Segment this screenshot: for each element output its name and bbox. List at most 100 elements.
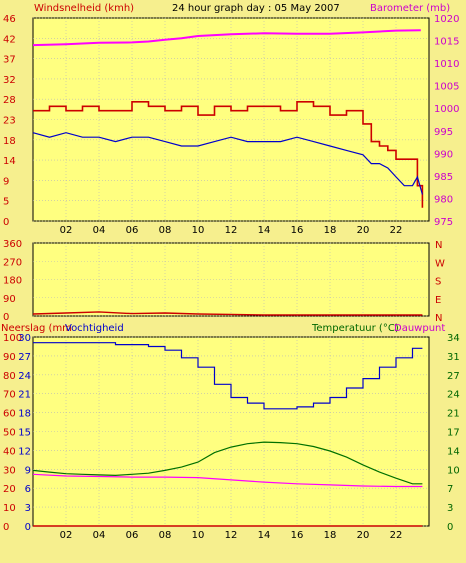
x-tick-label-top: 22: [390, 225, 403, 236]
x-tick-label-top: 20: [357, 225, 370, 236]
barometer-line: [32, 29, 421, 47]
humidity-line: [33, 342, 423, 410]
humidity-axis-title: Vochtigheid: [65, 323, 124, 334]
wind-direction-tick-label: 0: [3, 312, 9, 323]
humidity-tick-label: 9: [25, 465, 31, 476]
humidity-tick-label: 15: [18, 428, 31, 439]
barometer-tick-label: 1000: [434, 104, 459, 115]
x-tick-label-top: 14: [258, 225, 271, 236]
rain-tick-label: 50: [3, 428, 16, 439]
x-tick-label-bottom: 06: [126, 530, 139, 541]
chart-title: 24 hour graph day : 05 May 2007: [172, 3, 340, 14]
rain-tick-label: 70: [3, 390, 16, 401]
x-tick-label-top: 10: [192, 225, 205, 236]
x-tick-label-bottom: 22: [390, 530, 403, 541]
compass-letter: E: [435, 295, 441, 306]
humidity-tick-label: 3: [25, 503, 31, 514]
barometer-tick-label: 1005: [434, 82, 459, 93]
compass-letter: N: [435, 240, 442, 251]
x-tick-label-bottom: 04: [93, 530, 106, 541]
wind-speed-tick-label: 46: [3, 14, 16, 25]
x-tick-label-top: 02: [60, 225, 73, 236]
x-tick-label-top: 08: [159, 225, 172, 236]
wind-speed-tick-label: 32: [3, 75, 16, 86]
rain-tick-label: 100: [3, 333, 22, 344]
humidity-tick-label: 18: [18, 409, 31, 420]
wind-direction-tick-label: 270: [3, 257, 22, 268]
x-tick-label-top: 16: [291, 225, 304, 236]
rain-tick-label: 60: [3, 409, 16, 420]
wind-direction-tick-label: 180: [3, 276, 22, 287]
temperature-tick-label: 21: [447, 409, 460, 420]
temperature-tick-label: 34: [447, 333, 460, 344]
wind-speed-tick-label: 9: [3, 176, 9, 187]
rain-tick-label: 10: [3, 503, 16, 514]
rain-tick-label: 0: [3, 522, 9, 533]
wind-direction-line: [32, 311, 423, 316]
x-tick-label-bottom: 10: [192, 530, 205, 541]
tick-labels: 0591418232832374246975980985990995100010…: [3, 14, 460, 541]
x-tick-label-top: 12: [225, 225, 238, 236]
dewpoint-line: [32, 473, 423, 488]
barometer-tick-label: 990: [434, 149, 453, 160]
humidity-tick-label: 0: [25, 522, 31, 533]
temperature-tick-label: 10: [447, 465, 460, 476]
x-tick-label-top: 04: [93, 225, 106, 236]
compass-letter: S: [435, 277, 441, 288]
barometer-tick-label: 995: [434, 127, 453, 138]
wind-average-line: [32, 132, 423, 195]
x-tick-label-bottom: 16: [291, 530, 304, 541]
wind-speed-tick-label: 14: [3, 156, 16, 167]
humidity-tick-label: 6: [25, 484, 31, 495]
humidity-tick-label: 24: [18, 371, 31, 382]
x-tick-label-bottom: 14: [258, 530, 271, 541]
rain-tick-label: 40: [3, 446, 16, 457]
temperature-tick-label: 27: [447, 371, 460, 382]
barometer-tick-label: 1015: [434, 37, 459, 48]
humidity-tick-label: 30: [18, 333, 31, 344]
temperature-tick-label: 24: [447, 390, 460, 401]
wind-axis-title: Windsnelheid (kmh): [34, 3, 134, 14]
wind-speed-tick-label: 5: [3, 197, 9, 208]
wind-gust-line: [33, 101, 424, 208]
barometer-tick-label: 980: [434, 194, 453, 205]
rain-tick-label: 30: [3, 465, 16, 476]
compass-letter: N: [435, 313, 442, 324]
humidity-tick-label: 12: [18, 446, 31, 457]
temperature-tick-label: 7: [447, 484, 453, 495]
temperature-tick-label: 14: [447, 446, 460, 457]
wind-direction-tick-label: 90: [3, 294, 16, 305]
rain-tick-label: 90: [3, 352, 16, 363]
wind-direction-tick-label: 360: [3, 239, 22, 250]
temperature-axis-title: Temperatuur (°C): [311, 323, 399, 334]
barometer-tick-label: 985: [434, 172, 453, 183]
dewpoint-axis-title: Dauwpunt: [394, 323, 445, 334]
temperature-tick-label: 31: [447, 352, 460, 363]
barometer-tick-label: 975: [434, 217, 453, 228]
x-tick-label-top: 18: [324, 225, 337, 236]
x-tick-label-bottom: 20: [357, 530, 370, 541]
temperature-tick-label: 3: [447, 503, 453, 514]
compass-letter: W: [435, 258, 445, 269]
barometer-axis-title: Barometer (mb): [370, 3, 450, 14]
barometer-tick-label: 1020: [434, 14, 459, 25]
x-tick-label-top: 06: [126, 225, 139, 236]
wind-speed-tick-label: 23: [3, 116, 16, 127]
x-tick-label-bottom: 18: [324, 530, 337, 541]
wind-speed-tick-label: 37: [3, 55, 16, 66]
temperature-tick-label: 0: [447, 522, 453, 533]
rain-axis-title: Neerslag (mm: [1, 323, 72, 334]
humidity-tick-label: 21: [18, 390, 31, 401]
rain-tick-label: 80: [3, 371, 16, 382]
temperature-line: [32, 441, 423, 485]
x-tick-label-bottom: 12: [225, 530, 238, 541]
wind-speed-tick-label: 28: [3, 95, 16, 106]
temperature-tick-label: 17: [447, 428, 460, 439]
wind-speed-tick-label: 18: [3, 136, 16, 147]
x-tick-label-bottom: 02: [60, 530, 73, 541]
humidity-tick-label: 27: [18, 352, 31, 363]
series: [32, 29, 424, 527]
x-tick-label-bottom: 08: [159, 530, 172, 541]
wind-speed-tick-label: 42: [3, 34, 16, 45]
